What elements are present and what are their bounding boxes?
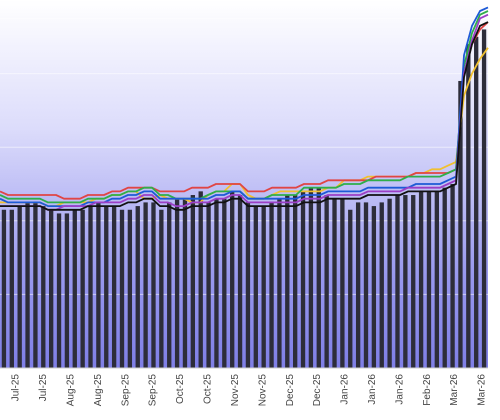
bar [9,209,14,368]
bar [292,195,298,368]
bar [151,202,156,368]
x-tick-label: Jul-25 [11,374,22,402]
x-tick-label: Dec-25 [312,374,323,407]
bar [253,206,258,368]
bar [41,206,46,368]
bar [371,206,377,368]
bar [222,198,227,368]
bar [214,198,219,368]
bar [332,198,337,368]
x-tick-label: Nov-25 [257,374,268,407]
bar [450,184,455,368]
bar [48,209,54,368]
bar [17,206,22,368]
series-line-4 [0,13,489,211]
bar [182,198,188,368]
bar [458,80,463,369]
series-line-5 [0,21,489,211]
bar [119,209,125,368]
bar [159,209,164,368]
x-tick-label: Mar-26 [477,374,488,406]
bar [261,206,266,368]
bar [104,206,109,368]
bar [466,44,471,368]
bar [198,191,203,368]
x-tick-label: Mar-26 [449,374,460,406]
bar [411,195,416,368]
x-tick-label: Sep-25 [148,374,159,407]
bar [316,187,321,368]
bar [300,191,306,368]
bar [395,195,400,368]
bar [418,191,424,368]
x-tick-label: Sep-25 [120,374,131,407]
bar [481,29,487,368]
bar [403,195,408,368]
bar [167,202,172,368]
bar [434,191,440,368]
bar [1,209,7,368]
bars [1,29,487,369]
bar [174,198,180,368]
x-tick-label: Oct-25 [203,374,214,404]
bar [206,202,211,368]
bar [135,206,140,368]
bar [442,187,447,368]
bar [355,202,361,368]
x-tick-label: Dec-25 [285,374,296,407]
bar [237,195,243,368]
bar [363,202,369,368]
bar [25,202,30,368]
bar [426,191,432,368]
bar [285,195,290,368]
bar [474,36,479,369]
bar [127,209,133,368]
x-tick-label: Aug-25 [93,374,104,407]
bar [379,202,384,368]
series-lines [0,6,489,211]
bar [324,195,329,368]
bar [348,209,353,368]
x-tick-label: Jan-26 [367,374,378,405]
bar [269,202,274,368]
bar [72,209,77,368]
x-tick-label: Feb-26 [422,374,433,406]
bar [56,213,62,368]
x-tick-label: Jan-26 [340,374,351,405]
bar [143,202,148,368]
bar [308,187,314,368]
x-tick-label: Jan-26 [394,374,405,405]
x-tick-label: Nov-25 [230,374,241,407]
bar [88,206,93,368]
bar [64,213,70,368]
x-tick-label: Aug-25 [65,374,76,407]
x-tick-label: Oct-25 [175,374,186,404]
bar [245,202,251,368]
bar [230,191,235,368]
bar [33,202,38,368]
x-tick-label: Jul-25 [38,374,49,402]
bar [340,198,345,368]
bar [111,206,117,368]
bar [387,198,392,368]
bar [277,198,282,368]
bar [80,209,85,368]
bar [190,195,196,368]
bar [96,202,101,368]
x-axis-ticks: Jul-25 Jul-25 Aug-25 Aug-25 Sep-25 Sep-25 Oct-… [11,374,488,407]
